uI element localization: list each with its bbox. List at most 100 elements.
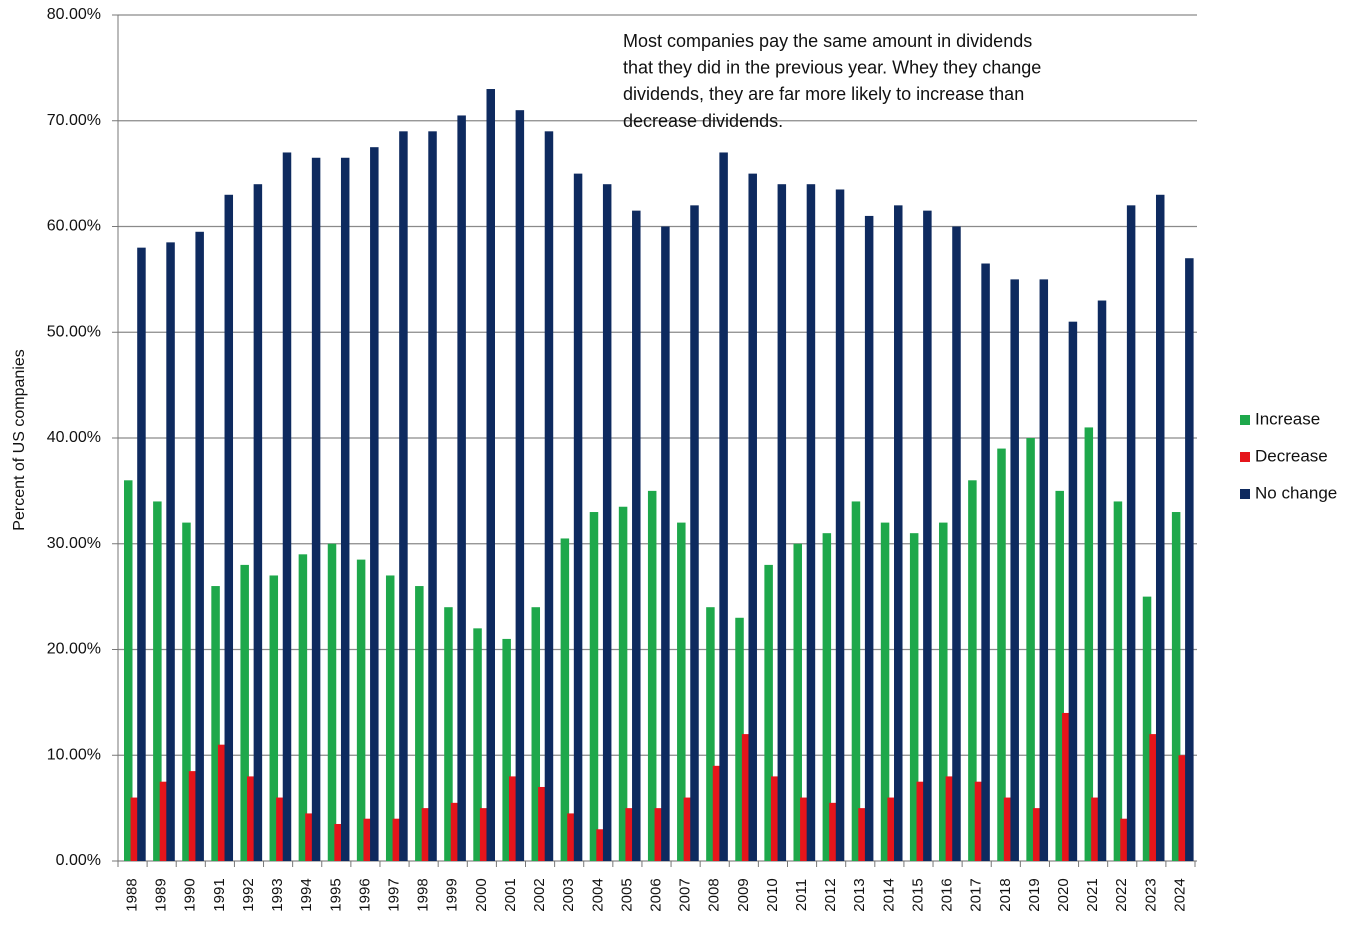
- x-tick-label: 2010: [764, 878, 781, 911]
- bar: [1003, 797, 1013, 861]
- bar: [800, 797, 809, 861]
- bar: [602, 184, 612, 861]
- x-tick-label: 2013: [851, 878, 868, 911]
- bar: [661, 226, 670, 861]
- bar: [159, 781, 169, 861]
- bar: [974, 781, 984, 861]
- x-tick-label: 2004: [589, 878, 606, 911]
- bar: [916, 781, 926, 861]
- bar: [137, 247, 146, 861]
- y-tick-label: 40.00%: [47, 429, 101, 446]
- bar: [968, 480, 977, 861]
- bar: [829, 802, 838, 861]
- bar: [735, 617, 744, 861]
- bar: [515, 110, 525, 862]
- bar: [835, 189, 845, 862]
- bar: [392, 818, 402, 861]
- annotation: dividends, they are far more likely to i…: [623, 84, 1024, 104]
- legend-label: No change: [1255, 483, 1337, 502]
- x-tick-label: 1990: [182, 878, 199, 911]
- bar: [1155, 194, 1165, 861]
- x-tick-label: 2009: [735, 878, 752, 911]
- bar: [596, 829, 605, 861]
- bar: [1032, 808, 1042, 861]
- x-tick-label: 1998: [415, 878, 432, 911]
- legend-label: Decrease: [1255, 446, 1328, 465]
- bar: [385, 575, 395, 861]
- bar: [247, 776, 256, 861]
- x-tick-label: 1997: [385, 878, 402, 911]
- bar: [923, 210, 932, 861]
- bar: [153, 501, 162, 861]
- annotation: decrease dividends.: [623, 111, 783, 131]
- bar: [1126, 205, 1136, 862]
- legend-swatch: [1240, 415, 1250, 425]
- bar: [625, 808, 634, 861]
- x-tick-label: 2012: [822, 878, 839, 911]
- x-tick-label: 1993: [269, 878, 286, 911]
- bar: [130, 797, 140, 861]
- x-tick-label: 2006: [647, 878, 664, 911]
- bar: [269, 575, 279, 861]
- bar: [748, 173, 757, 861]
- bar: [486, 89, 495, 861]
- legend-label: Increase: [1255, 409, 1320, 428]
- bar: [1068, 321, 1078, 861]
- bar: [305, 813, 314, 861]
- bar: [1062, 712, 1071, 861]
- x-tick-label: 2014: [880, 878, 897, 911]
- bar: [327, 543, 337, 861]
- bar: [618, 506, 628, 861]
- legend-swatch: [1240, 452, 1250, 462]
- bar: [806, 184, 816, 861]
- bar: [1142, 596, 1152, 861]
- x-tick-label: 2003: [560, 878, 577, 911]
- bar: [1091, 797, 1100, 861]
- bar: [894, 205, 903, 862]
- bar: [654, 808, 664, 861]
- x-tick-label: 2020: [1055, 878, 1072, 911]
- bar: [544, 131, 554, 861]
- bar: [282, 152, 292, 862]
- bar: [945, 776, 955, 861]
- bar: [560, 538, 570, 861]
- x-tick-label: 2023: [1142, 878, 1159, 911]
- bar: [1039, 279, 1049, 861]
- bar: [444, 607, 453, 861]
- bar: [334, 823, 343, 861]
- bar: [880, 522, 890, 861]
- y-tick-label: 50.00%: [47, 323, 101, 340]
- bar: [211, 586, 220, 861]
- bar: [1026, 438, 1035, 861]
- bar: [719, 152, 728, 862]
- bar: [997, 448, 1006, 861]
- bar: [1097, 300, 1107, 861]
- bar: [538, 786, 547, 861]
- bar: [822, 533, 832, 861]
- bar: [887, 797, 896, 861]
- bar: [909, 533, 919, 861]
- bar: [363, 818, 372, 861]
- bar: [864, 215, 874, 862]
- bar: [356, 559, 366, 861]
- bar: [182, 522, 191, 861]
- x-tick-label: 1994: [298, 878, 315, 911]
- bar: [240, 564, 249, 861]
- bar: [647, 490, 657, 861]
- annotation: Most companies pay the same amount in di…: [623, 31, 1032, 51]
- x-tick-label: 2019: [1026, 878, 1043, 911]
- bar: [939, 522, 948, 861]
- bar: [793, 543, 802, 861]
- bar: [166, 242, 175, 862]
- bar: [851, 501, 861, 861]
- bar: [777, 184, 787, 861]
- bar: [690, 205, 699, 862]
- bar: [764, 564, 773, 861]
- y-tick-label: 10.00%: [47, 746, 101, 763]
- x-tick-label: 2017: [968, 878, 985, 911]
- x-tick-label: 2011: [793, 879, 810, 911]
- bar: [981, 263, 990, 861]
- bar: [952, 226, 961, 861]
- bar: [479, 808, 489, 861]
- bar: [1120, 818, 1129, 861]
